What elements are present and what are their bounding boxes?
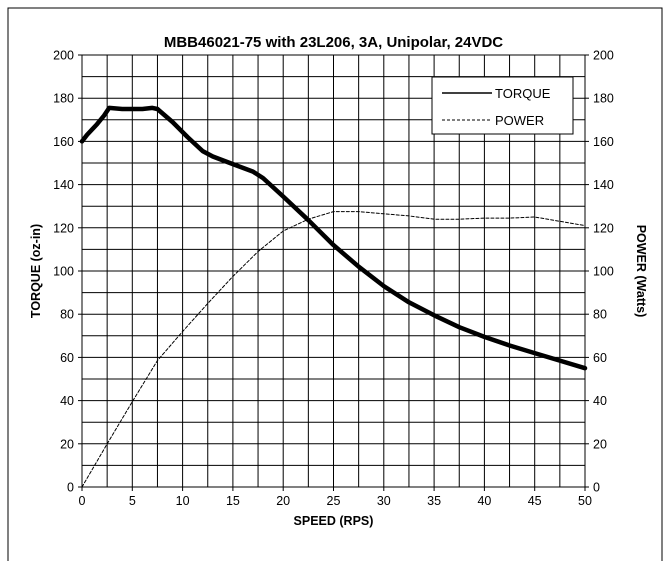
y2-tick-label: 80 <box>593 308 607 322</box>
y2-tick-label: 100 <box>593 265 614 279</box>
series-line-power <box>81 211 586 488</box>
x-tick-label: 25 <box>327 494 341 508</box>
legend-label-power: POWER <box>495 113 544 128</box>
chart-title: MBB46021-75 with 23L206, 3A, Unipolar, 2… <box>164 34 503 51</box>
y2-tick-label: 200 <box>593 49 614 63</box>
x-tick-label: 45 <box>528 494 542 508</box>
y-tick-label: 20 <box>60 437 74 451</box>
y2-tick-label: 120 <box>593 221 614 235</box>
x-tick-label: 35 <box>427 494 441 508</box>
y-tick-label: 80 <box>60 308 74 322</box>
y-axis-label: TORQUE (oz-in) <box>29 224 43 318</box>
y-tick-label: 60 <box>60 351 74 365</box>
y2-tick-label: 180 <box>593 92 614 106</box>
y-tick-label: 160 <box>53 135 74 149</box>
y-tick-label: 140 <box>53 178 74 192</box>
y2-tick-label: 0 <box>593 481 600 495</box>
y2-tick-label: 160 <box>593 135 614 149</box>
series-layer <box>79 105 588 488</box>
y-tick-label: 40 <box>60 394 74 408</box>
y2-tick-label: 60 <box>593 351 607 365</box>
y2-axis-label: POWER (Watts) <box>634 225 648 318</box>
legend: TORQUE POWER <box>431 76 574 135</box>
y-tick-label: 120 <box>53 221 74 235</box>
tick-layer: 0 5 10 15 20 25 30 35 40 45 5002040608010012014016… <box>53 49 614 509</box>
x-tick-label: 30 <box>377 494 391 508</box>
y-tick-label: 100 <box>53 265 74 279</box>
x-tick-label: 15 <box>226 494 240 508</box>
legend-label-torque: TORQUE <box>495 86 551 101</box>
outer-frame <box>7 7 663 561</box>
y-tick-label: 0 <box>67 481 74 495</box>
x-tick-label: 40 <box>477 494 491 508</box>
y-tick-label: 180 <box>53 92 74 106</box>
y2-tick-label: 140 <box>593 178 614 192</box>
x-tick-label: 10 <box>176 494 190 508</box>
y-tick-label: 200 <box>53 49 74 63</box>
y2-tick-label: 20 <box>593 437 607 451</box>
x-tick-label: 5 <box>129 494 136 508</box>
x-tick-label: 50 <box>578 494 592 508</box>
x-axis-label: SPEED (RPS) <box>294 514 374 528</box>
series-line-torque <box>79 105 588 371</box>
y2-tick-label: 40 <box>593 394 607 408</box>
x-tick-label: 20 <box>276 494 290 508</box>
legend-box <box>431 76 574 135</box>
x-tick-label: 0 <box>79 494 86 508</box>
